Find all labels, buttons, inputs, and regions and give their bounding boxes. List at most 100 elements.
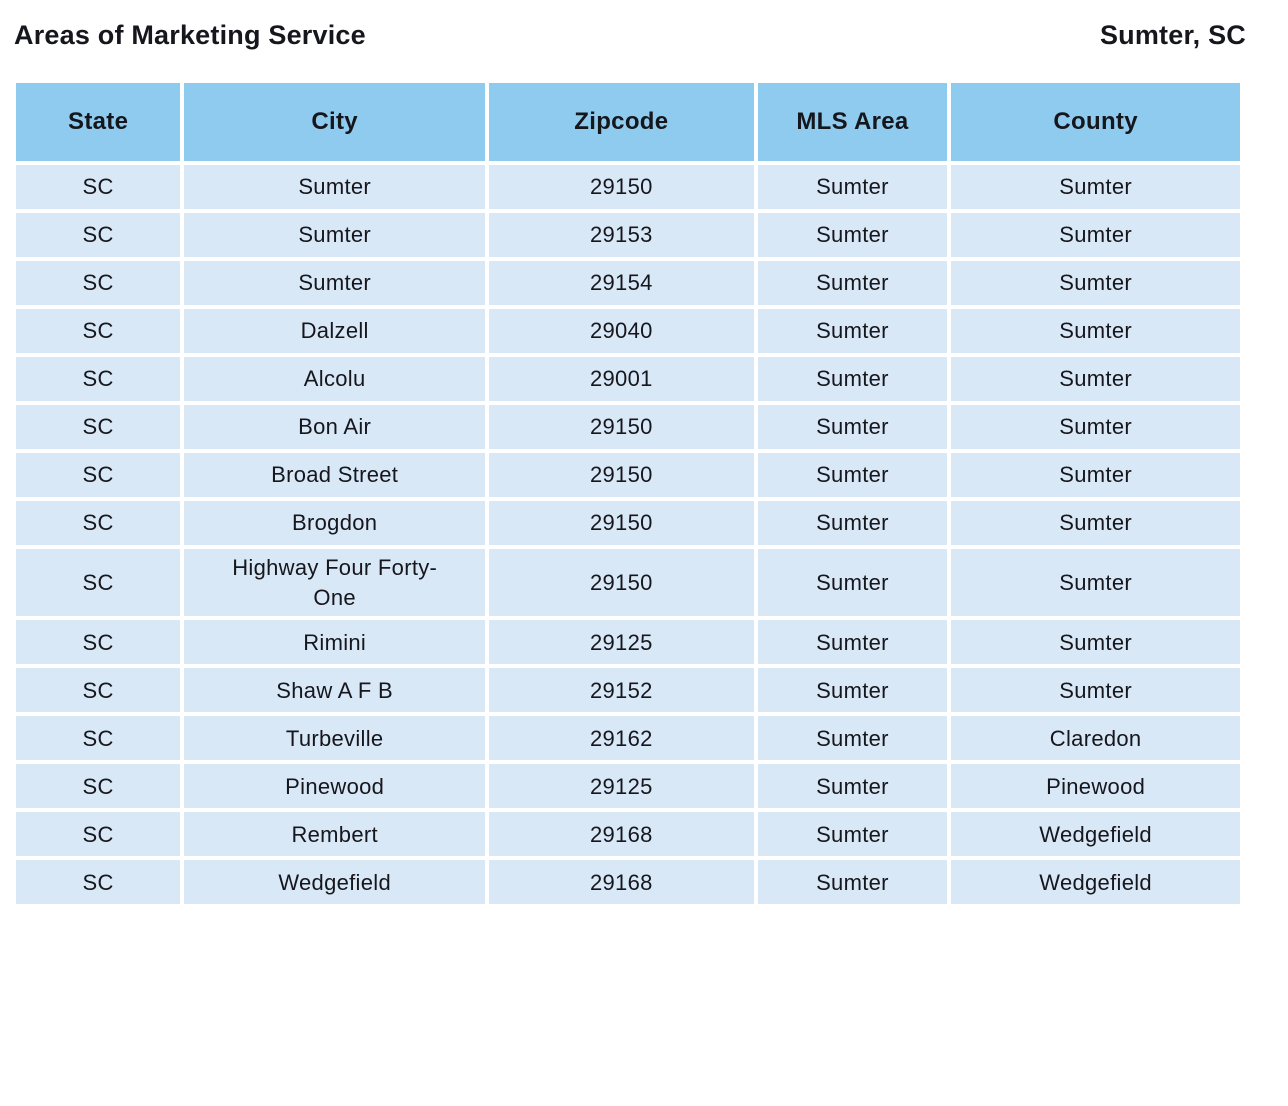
cell-text: Sumter <box>298 174 372 200</box>
table-row: SC Sumter 29154 Sumter Sumter <box>16 261 1240 305</box>
table-cell: 29154 <box>489 261 754 305</box>
table-cell: Wedgefield <box>951 812 1240 857</box>
cell-text: Sumter <box>816 414 889 440</box>
table-cell: Sumter <box>757 860 948 905</box>
cell-text: SC <box>82 174 114 200</box>
cell-text: Sumter <box>1059 629 1132 655</box>
cell-text: Wedgefield <box>1039 821 1152 847</box>
table-cell: 29125 <box>489 764 754 809</box>
table-cell: Sumter <box>757 357 948 401</box>
cell-text: Sumter <box>1059 270 1132 296</box>
cell-text: Sumter <box>1059 222 1132 248</box>
table-cell: Pinewood <box>951 764 1240 809</box>
table-cell: SC <box>16 620 181 665</box>
table-cell: Sumter <box>757 501 948 545</box>
cell-text: SC <box>82 869 114 895</box>
table-row: SC Broad Street 29150 Sumter Sumter <box>16 453 1240 497</box>
cell-text: Sumter <box>816 677 889 703</box>
cell-text: Wedgefield <box>1039 869 1152 895</box>
table-row: SC Turbeville 29162 Sumter Claredon <box>16 716 1240 761</box>
table-cell: Sumter <box>757 764 948 809</box>
service-areas-table: State City Zipcode MLS Area County SC Sumter 2… <box>12 79 1244 908</box>
table-row: SC Bon Air 29150 Sumter Sumter <box>16 405 1240 449</box>
table-row: SC Shaw A F B 29152 Sumter Sumter <box>16 668 1240 713</box>
column-header-county: County <box>951 83 1240 161</box>
table-cell: 29001 <box>489 357 754 401</box>
table-cell: Sumter <box>757 213 948 257</box>
table-cell: SC <box>16 549 181 617</box>
table-cell: SC <box>16 812 181 857</box>
table-cell: 29162 <box>489 716 754 761</box>
table-cell: Highway Four Forty-One <box>184 549 486 617</box>
cell-text: 29150 <box>589 414 653 440</box>
table-cell: SC <box>16 309 181 353</box>
cell-text: 29125 <box>589 773 653 799</box>
table-cell: 29150 <box>489 453 754 497</box>
cell-text: 29150 <box>589 510 653 536</box>
table-cell: Sumter <box>757 620 948 665</box>
cell-text: Broad Street <box>271 462 399 488</box>
cell-text: Sumter <box>816 270 889 296</box>
cell-text: Sumter <box>816 366 889 392</box>
table-cell: SC <box>16 716 181 761</box>
cell-text: SC <box>82 414 114 440</box>
cell-text: SC <box>82 366 114 392</box>
table-cell: 29153 <box>489 213 754 257</box>
cell-text: SC <box>82 773 114 799</box>
table-cell: 29150 <box>489 501 754 545</box>
cell-text: Bon Air <box>298 414 372 440</box>
table-cell: Sumter <box>951 213 1240 257</box>
table-cell: Sumter <box>757 549 948 617</box>
cell-text: Shaw A F B <box>276 677 394 703</box>
table-cell: SC <box>16 501 181 545</box>
column-header-city: City <box>184 83 486 161</box>
table-cell: Sumter <box>951 165 1240 209</box>
table-row: SC Sumter 29153 Sumter Sumter <box>16 213 1240 257</box>
table-cell: Rembert <box>184 812 486 857</box>
table-row: SC Highway Four Forty-One 29150 Sumter Sumte… <box>16 549 1240 617</box>
table-cell: SC <box>16 860 181 905</box>
cell-text: Sumter <box>298 222 372 248</box>
table-row: SC Sumter 29150 Sumter Sumter <box>16 165 1240 209</box>
table-cell: Sumter <box>184 213 486 257</box>
table-cell: SC <box>16 357 181 401</box>
cell-text: SC <box>82 270 114 296</box>
cell-text: Wedgefield <box>278 869 391 895</box>
cell-text: 29150 <box>589 462 653 488</box>
cell-text: Sumter <box>816 725 889 751</box>
table-cell: Sumter <box>757 309 948 353</box>
table-cell: 29040 <box>489 309 754 353</box>
table-cell: Shaw A F B <box>184 668 486 713</box>
table-row: SC Wedgefield 29168 Sumter Wedgefield <box>16 860 1240 905</box>
cell-text: Brogdon <box>292 510 378 536</box>
table-cell: Sumter <box>184 261 486 305</box>
column-header-state: State <box>16 83 181 161</box>
table-cell: 29168 <box>489 812 754 857</box>
cell-text: 29040 <box>589 318 653 344</box>
table-cell: SC <box>16 453 181 497</box>
table-cell: Sumter <box>951 620 1240 665</box>
table-cell: SC <box>16 165 181 209</box>
cell-text: Sumter <box>816 569 889 595</box>
cell-text: Highway Four Forty-One <box>232 555 438 610</box>
cell-text: Pinewood <box>1046 773 1146 799</box>
cell-text: Sumter <box>1059 677 1132 703</box>
cell-text: Rimini <box>303 629 367 655</box>
table-cell: 29150 <box>489 405 754 449</box>
table-cell: Sumter <box>757 812 948 857</box>
cell-text: 29150 <box>589 569 653 595</box>
cell-text: SC <box>82 821 114 847</box>
titlebar: Areas of Marketing Service Sumter, SC <box>14 20 1246 51</box>
cell-text: Sumter <box>816 174 889 200</box>
cell-text: Sumter <box>816 222 889 248</box>
table-cell: Sumter <box>757 453 948 497</box>
cell-text: Sumter <box>1059 462 1132 488</box>
table-cell: 29152 <box>489 668 754 713</box>
table-header-row: State City Zipcode MLS Area County <box>16 83 1240 161</box>
cell-text: Sumter <box>1059 510 1132 536</box>
table-cell: Sumter <box>757 668 948 713</box>
table-cell: SC <box>16 213 181 257</box>
table-cell: Bon Air <box>184 405 486 449</box>
table-cell: Broad Street <box>184 453 486 497</box>
table-cell: Wedgefield <box>184 860 486 905</box>
